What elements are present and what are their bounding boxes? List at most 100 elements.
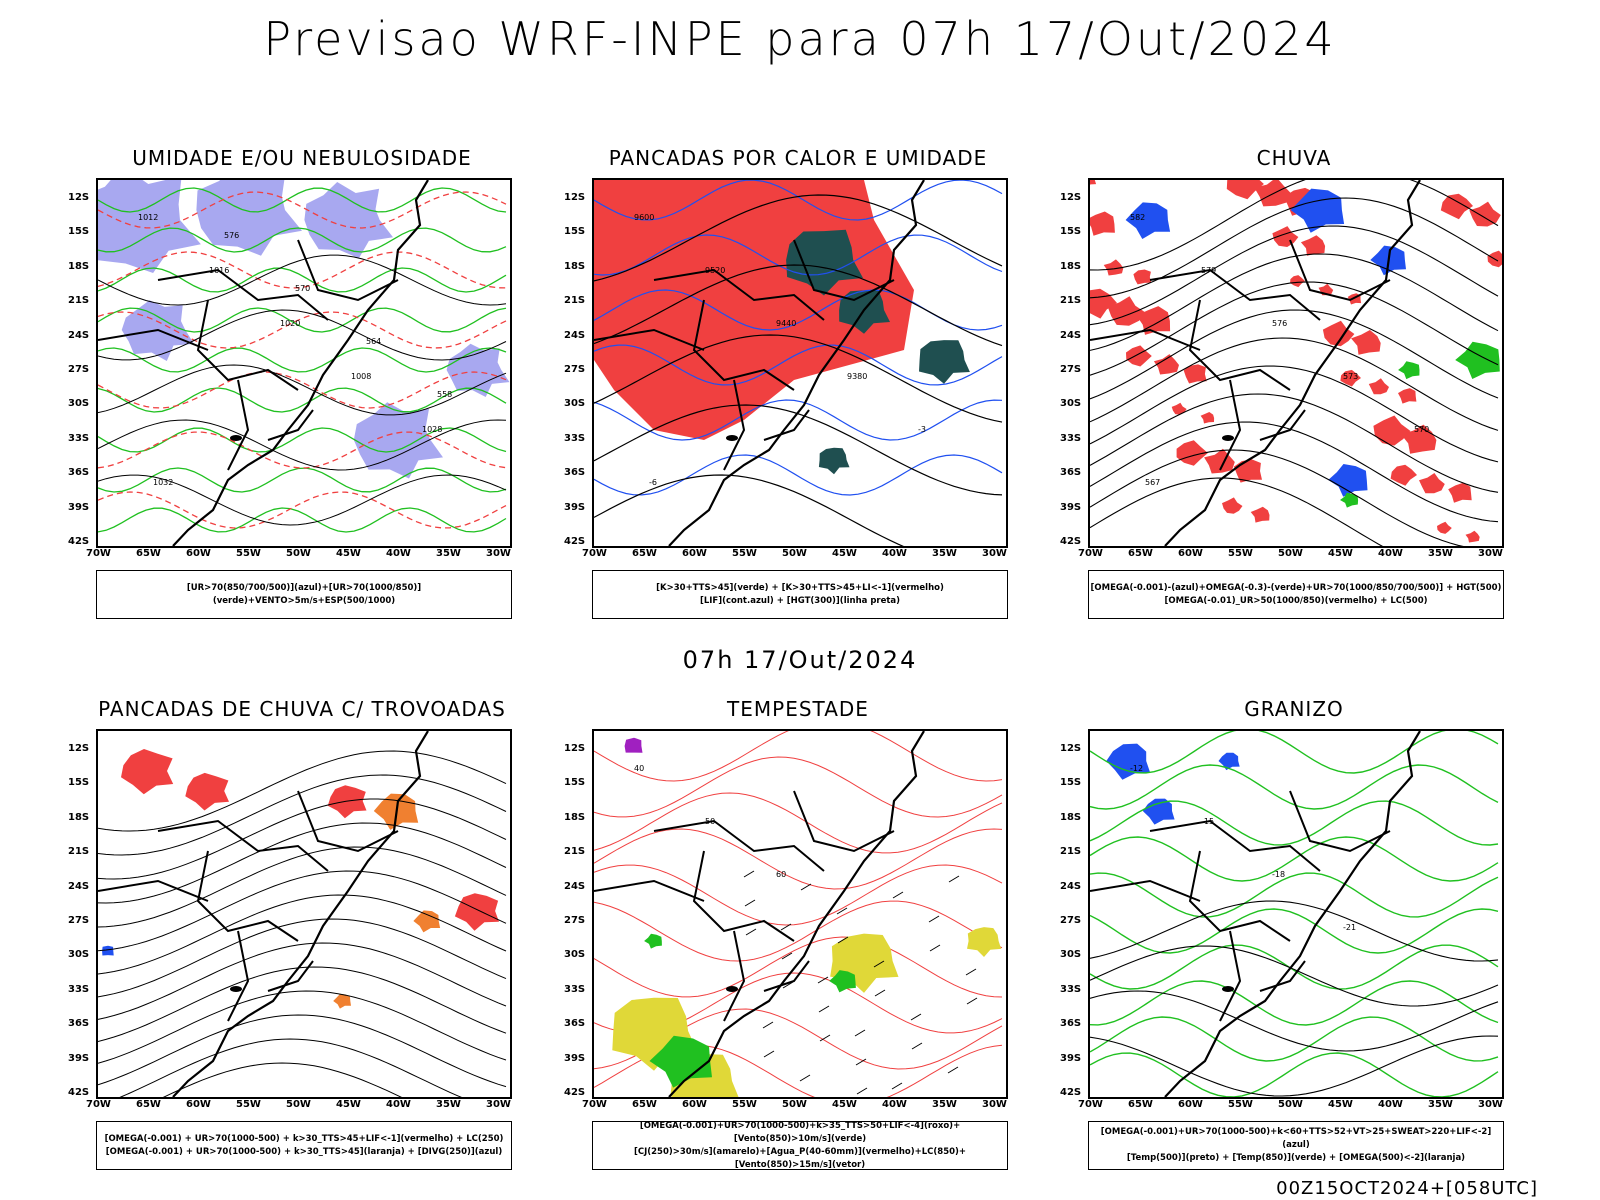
lon-label: 65W xyxy=(1128,548,1153,559)
lon-label: 40W xyxy=(386,1099,411,1110)
lat-label: 15S xyxy=(564,777,586,789)
contour-label: 50 xyxy=(705,817,715,826)
lon-label: 70W xyxy=(582,1099,607,1110)
lat-label: 36S xyxy=(1060,1018,1082,1030)
legend-line: [OMEGA(-0.001)-(azul)+OMEGA(-0.3)-(verde… xyxy=(1090,582,1502,593)
legend-line: [OMEGA(-0.001) + UR>70(1000-500) + k>30_… xyxy=(104,1133,504,1144)
contour-label: 579 xyxy=(1201,266,1216,275)
lat-label: 15S xyxy=(1060,777,1082,789)
lat-label: 12S xyxy=(564,743,586,754)
map-pancadas-trovoadas xyxy=(96,729,512,1099)
contour-label: 576 xyxy=(1272,319,1287,328)
contour-label: 576 xyxy=(224,231,239,240)
lon-label: 35W xyxy=(436,1099,461,1110)
lon-label: 50W xyxy=(286,548,311,559)
lat-label: 42S xyxy=(1060,1087,1082,1098)
lon-label: 35W xyxy=(932,1099,957,1110)
panel-title-umidade: UMIDADE E/OU NEBULOSIDADE xyxy=(132,146,472,170)
lat-label: 33S xyxy=(564,983,586,995)
lat-label: 24S xyxy=(68,880,90,892)
lon-label: 60W xyxy=(682,548,707,559)
lat-label: 36S xyxy=(68,1018,90,1030)
lon-label: 40W xyxy=(386,548,411,559)
legend-pancadas-calor: [K>30+TTS>45](verde) + [K>30+TTS>45+LI<-… xyxy=(592,570,1008,619)
lat-label: 30S xyxy=(1060,398,1082,410)
lat-label: 15S xyxy=(68,226,90,238)
contour-label: 582 xyxy=(1130,213,1145,222)
contour-label: 9440 xyxy=(776,319,796,328)
lat-label: 30S xyxy=(68,398,90,410)
lat-label: 15S xyxy=(564,226,586,238)
lat-label: 24S xyxy=(1060,329,1082,341)
legend-umidade: [UR>70(850/700/500)](azul)+[UR>70(1000/8… xyxy=(96,570,512,619)
main-title: Previsao WRF-INPE para 07h 17/Out/2024 xyxy=(263,12,1337,66)
map-graphic-pancadas-calor: 9600 9520 9440 9380 -3 -6 xyxy=(594,180,1003,546)
legend-line: [K>30+TTS>45](verde) + [K>30+TTS>45+LI<-… xyxy=(656,582,944,593)
contour-label: 1028 xyxy=(422,425,442,434)
map-pancadas-calor: 9600 9520 9440 9380 -3 -6 xyxy=(592,178,1008,548)
legend-chuva: [OMEGA(-0.001)-(azul)+OMEGA(-0.3)-(verde… xyxy=(1088,570,1504,619)
lon-label: 65W xyxy=(136,1099,161,1110)
lat-label: 27S xyxy=(1060,915,1082,926)
lon-label: 60W xyxy=(186,548,211,559)
lat-label: 27S xyxy=(564,915,586,926)
lon-label: 45W xyxy=(832,1099,857,1110)
run-stamp: 00Z15OCT2024+[058UTC] xyxy=(1276,1178,1538,1199)
lat-label: 21S xyxy=(1060,846,1082,858)
lat-label: 15S xyxy=(68,777,90,789)
contour-label: 570 xyxy=(295,284,310,293)
lon-label: 55W xyxy=(1228,548,1253,559)
lat-label: 18S xyxy=(564,260,586,272)
lat-label: 42S xyxy=(564,536,586,547)
lat-label: 24S xyxy=(564,329,586,341)
map-tempestade: 40 50 60 xyxy=(592,729,1008,1099)
lat-label: 39S xyxy=(564,1052,586,1064)
contour-label: -18 xyxy=(1272,870,1285,879)
lat-label: 27S xyxy=(68,915,90,926)
lon-label: 50W xyxy=(782,1099,807,1110)
lat-label: 24S xyxy=(564,880,586,892)
lat-label: 18S xyxy=(68,260,90,272)
lon-label: 35W xyxy=(1428,1099,1453,1110)
lon-label: 50W xyxy=(1278,1099,1303,1110)
lat-label: 27S xyxy=(1060,364,1082,375)
lat-label: 39S xyxy=(1060,1052,1082,1064)
map-chuva: 582 579 576 573 570 567 xyxy=(1088,178,1504,548)
lat-label: 42S xyxy=(68,536,90,547)
panel-title-pancadas-trovoadas: PANCADAS DE CHUVA C/ TROVOADAS xyxy=(98,697,506,721)
lon-label: 30W xyxy=(1478,548,1503,559)
lat-label: 27S xyxy=(564,364,586,375)
lon-label: 70W xyxy=(86,548,111,559)
contour-label: -6 xyxy=(649,478,657,487)
lat-label: 36S xyxy=(564,1018,586,1030)
lat-label: 12S xyxy=(68,743,90,754)
lon-label: 30W xyxy=(982,1099,1007,1110)
lat-label: 21S xyxy=(68,846,90,858)
contour-label: 1012 xyxy=(138,213,158,222)
lon-label: 65W xyxy=(632,548,657,559)
lon-label: 50W xyxy=(782,548,807,559)
map-graphic-tempestade: 40 50 60 xyxy=(594,731,1003,1097)
lon-label: 70W xyxy=(582,548,607,559)
lon-label: 45W xyxy=(336,1099,361,1110)
lon-label: 45W xyxy=(1328,1099,1353,1110)
lon-label: 55W xyxy=(1228,1099,1253,1110)
legend-line: [OMEGA(-0.001)+UR>70(1000-500)+k<60+TTS>… xyxy=(1100,1127,1492,1150)
contour-label: 1032 xyxy=(153,478,173,487)
map-graphic-pancadas-trovoadas xyxy=(98,731,507,1097)
legend-line: [Temp(500)](preto) + [Temp(850)](verde) … xyxy=(1126,1153,1466,1163)
lon-label: 65W xyxy=(1128,1099,1153,1110)
contour-label: 9380 xyxy=(847,372,867,381)
legend-pancadas-trovoadas: [OMEGA(-0.001) + UR>70(1000-500) + k>30_… xyxy=(96,1121,512,1170)
panel-title-pancadas-calor: PANCADAS POR CALOR E UMIDADE xyxy=(608,146,988,170)
legend-line: [OMEGA(-0.01)_UR>50(1000/850)(vermelho) … xyxy=(1164,595,1428,606)
lon-label: 30W xyxy=(1478,1099,1503,1110)
lon-label: 65W xyxy=(632,1099,657,1110)
panel-title-tempestade: TEMPESTADE xyxy=(727,697,869,721)
lon-label: 60W xyxy=(1178,1099,1203,1110)
contour-label: -12 xyxy=(1130,764,1143,773)
lon-label: 40W xyxy=(882,548,907,559)
contour-label: 570 xyxy=(1414,425,1429,434)
lat-label: 12S xyxy=(1060,192,1082,203)
lat-label: 12S xyxy=(564,192,586,203)
